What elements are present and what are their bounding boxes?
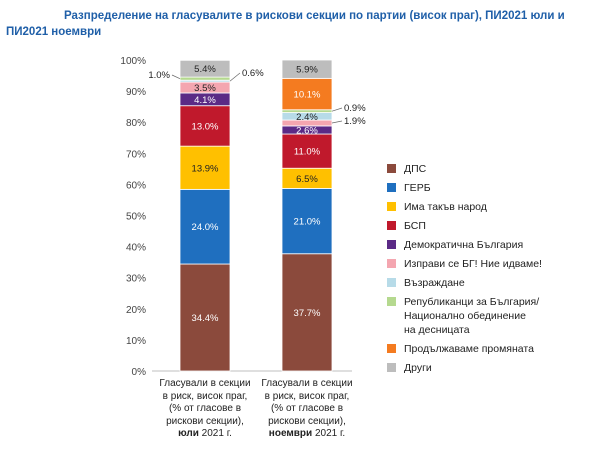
data-label: 5.4%	[194, 64, 216, 75]
legend-item: ДПС	[387, 162, 554, 176]
data-label: 10.1%	[294, 90, 321, 101]
legend-item: Възраждане	[387, 276, 554, 290]
x-category-label: Гласували в секции в риск, висок праг, (% …	[261, 378, 353, 439]
y-tick-label: 40%	[126, 243, 146, 254]
data-label: 6.5%	[296, 174, 318, 185]
legend-label: Републиканци за България/Национално обед…	[404, 296, 540, 336]
legend-label: Продължаваме промяната	[404, 343, 534, 355]
legend-swatch	[387, 183, 396, 192]
data-label: 11.0%	[294, 147, 321, 158]
y-tick-label: 60%	[126, 180, 146, 191]
data-label: 4.1%	[194, 95, 216, 106]
y-tick-label: 30%	[126, 274, 146, 285]
legend-swatch	[387, 221, 396, 230]
bar-segment	[281, 253, 333, 372]
bar-segment	[281, 77, 333, 111]
bar-segment	[281, 188, 333, 255]
data-label: 5.9%	[296, 65, 318, 76]
data-label: 34.4%	[192, 313, 219, 324]
legend-swatch	[387, 164, 396, 173]
legend-swatch	[387, 278, 396, 287]
legend-item: ГЕРБ	[387, 181, 554, 195]
y-tick-label: 90%	[126, 87, 146, 98]
callout-line	[171, 74, 181, 79]
legend-label: Има такъв народ	[404, 201, 487, 213]
callout-line	[331, 120, 343, 124]
data-label: 2.4%	[296, 112, 318, 123]
bar-segment	[179, 145, 231, 190]
legend-swatch	[387, 363, 396, 372]
y-tick-label: 10%	[126, 336, 146, 347]
legend-item: Има такъв народ	[387, 200, 554, 214]
legend-item: Демократична България	[387, 238, 554, 252]
bar-segment	[281, 59, 333, 79]
y-tick-label: 100%	[120, 56, 146, 67]
bar-segment	[179, 59, 231, 78]
y-tick-label: 70%	[126, 149, 146, 160]
data-label: 13.0%	[192, 121, 219, 132]
bar-segment	[179, 188, 231, 265]
callout-line	[331, 107, 343, 112]
legend-item: Републиканци за България/Национално обед…	[387, 295, 554, 337]
legend-label: БСП	[404, 220, 426, 232]
legend-item: Други	[387, 361, 554, 375]
bar-segment	[179, 76, 231, 81]
legend-swatch	[387, 344, 396, 353]
data-label: 13.9%	[192, 163, 219, 174]
legend-swatch	[387, 202, 396, 211]
data-label: 3.5%	[194, 83, 216, 94]
data-label: 37.7%	[294, 308, 321, 319]
legend-label: Демократична България	[404, 239, 524, 251]
data-label: 0.6%	[242, 68, 264, 79]
data-label: 1.9%	[344, 116, 366, 127]
bar-segment	[179, 263, 231, 372]
legend-label: ГЕРБ	[404, 182, 431, 194]
data-label: 0.9%	[344, 103, 366, 114]
legend-label: Други	[404, 362, 432, 374]
callout-line	[229, 72, 241, 82]
data-label: 2.6%	[296, 125, 318, 136]
legend-item: Продължаваме промяната	[387, 342, 554, 356]
data-label: 21.0%	[294, 217, 321, 228]
chart-title: Разпределение на гласувалите в рискови с…	[6, 10, 565, 38]
legend-label: Изправи се БГ! Ние идваме!	[404, 258, 542, 270]
legend-item: БСП	[387, 219, 554, 233]
y-tick-label: 50%	[126, 212, 146, 223]
data-label: 1.0%	[148, 70, 170, 81]
legend-swatch	[387, 240, 396, 249]
chart-legend: ДПС ГЕРБ Има такъв народ БСП Демократична Бъ…	[387, 162, 554, 380]
legend-swatch	[387, 297, 396, 306]
x-category-label: Гласували в секции в риск, висок праг, (% …	[159, 378, 251, 439]
legend-label: Възраждане	[404, 277, 465, 289]
legend-label: ДПС	[404, 163, 427, 175]
legend-swatch	[387, 259, 396, 268]
y-tick-label: 80%	[126, 118, 146, 129]
legend-item: Изправи се БГ! Ние идваме!	[387, 257, 554, 271]
y-tick-label: 20%	[126, 305, 146, 316]
data-label: 24.0%	[192, 222, 219, 233]
y-tick-label: 0%	[132, 367, 147, 378]
